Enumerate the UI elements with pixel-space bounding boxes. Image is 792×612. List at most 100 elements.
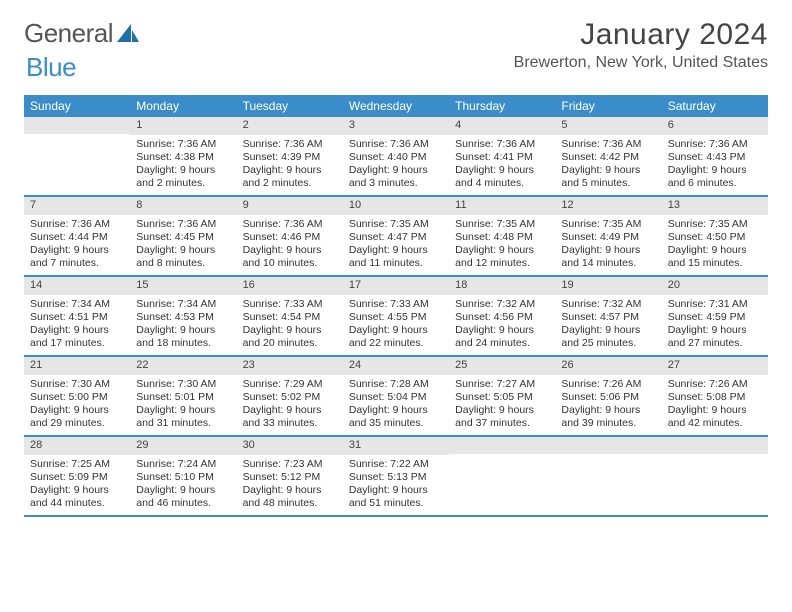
sunset-text: Sunset: 4:42 PM [561, 151, 655, 164]
sunset-text: Sunset: 4:54 PM [243, 311, 337, 324]
cell-body: Sunrise: 7:36 AMSunset: 4:45 PMDaylight:… [130, 215, 236, 275]
cell-body: Sunrise: 7:36 AMSunset: 4:40 PMDaylight:… [343, 135, 449, 195]
day-number: 31 [343, 437, 449, 455]
weekday-label: Saturday [662, 95, 768, 117]
logo: General [24, 18, 139, 49]
daylight-text: Daylight: 9 hours and 25 minutes. [561, 324, 655, 350]
calendar-cell: 17Sunrise: 7:33 AMSunset: 4:55 PMDayligh… [343, 277, 449, 355]
daylight-text: Daylight: 9 hours and 7 minutes. [30, 244, 124, 270]
day-number: 12 [555, 197, 661, 215]
calendar-cell [24, 117, 130, 195]
sunset-text: Sunset: 4:49 PM [561, 231, 655, 244]
sunset-text: Sunset: 4:41 PM [455, 151, 549, 164]
daylight-text: Daylight: 9 hours and 42 minutes. [668, 404, 762, 430]
sunset-text: Sunset: 5:01 PM [136, 391, 230, 404]
calendar-cell: 2Sunrise: 7:36 AMSunset: 4:39 PMDaylight… [237, 117, 343, 195]
daylight-text: Daylight: 9 hours and 27 minutes. [668, 324, 762, 350]
calendar-week: 28Sunrise: 7:25 AMSunset: 5:09 PMDayligh… [24, 437, 768, 517]
day-number: 20 [662, 277, 768, 295]
daylight-text: Daylight: 9 hours and 24 minutes. [455, 324, 549, 350]
day-number: 1 [130, 117, 236, 135]
daylight-text: Daylight: 9 hours and 6 minutes. [668, 164, 762, 190]
sunset-text: Sunset: 4:57 PM [561, 311, 655, 324]
day-number: 27 [662, 357, 768, 375]
daylight-text: Daylight: 9 hours and 51 minutes. [349, 484, 443, 510]
sunset-text: Sunset: 4:53 PM [136, 311, 230, 324]
day-number: 11 [449, 197, 555, 215]
day-number: 18 [449, 277, 555, 295]
sunset-text: Sunset: 4:55 PM [349, 311, 443, 324]
calendar-cell: 19Sunrise: 7:32 AMSunset: 4:57 PMDayligh… [555, 277, 661, 355]
day-number: 6 [662, 117, 768, 135]
month-title: January 2024 [514, 18, 768, 52]
sunset-text: Sunset: 4:56 PM [455, 311, 549, 324]
sunrise-text: Sunrise: 7:36 AM [668, 138, 762, 151]
calendar-cell: 15Sunrise: 7:34 AMSunset: 4:53 PMDayligh… [130, 277, 236, 355]
calendar: Sunday Monday Tuesday Wednesday Thursday… [24, 95, 768, 517]
weekday-label: Friday [555, 95, 661, 117]
sunset-text: Sunset: 5:00 PM [30, 391, 124, 404]
sunrise-text: Sunrise: 7:30 AM [30, 378, 124, 391]
calendar-cell: 10Sunrise: 7:35 AMSunset: 4:47 PMDayligh… [343, 197, 449, 275]
cell-body: Sunrise: 7:35 AMSunset: 4:50 PMDaylight:… [662, 215, 768, 275]
cell-body: Sunrise: 7:36 AMSunset: 4:44 PMDaylight:… [24, 215, 130, 275]
calendar-cell: 28Sunrise: 7:25 AMSunset: 5:09 PMDayligh… [24, 437, 130, 515]
weekday-label: Wednesday [343, 95, 449, 117]
daylight-text: Daylight: 9 hours and 11 minutes. [349, 244, 443, 270]
weekday-label: Monday [130, 95, 236, 117]
calendar-cell: 8Sunrise: 7:36 AMSunset: 4:45 PMDaylight… [130, 197, 236, 275]
calendar-week: 21Sunrise: 7:30 AMSunset: 5:00 PMDayligh… [24, 357, 768, 437]
sunset-text: Sunset: 4:46 PM [243, 231, 337, 244]
sunrise-text: Sunrise: 7:32 AM [561, 298, 655, 311]
calendar-cell: 1Sunrise: 7:36 AMSunset: 4:38 PMDaylight… [130, 117, 236, 195]
cell-body [449, 454, 555, 461]
day-number: 26 [555, 357, 661, 375]
logo-text-2: Blue [26, 52, 76, 83]
logo-text-1: General [24, 18, 113, 49]
day-number: 3 [343, 117, 449, 135]
sunset-text: Sunset: 5:10 PM [136, 471, 230, 484]
daylight-text: Daylight: 9 hours and 46 minutes. [136, 484, 230, 510]
calendar-cell: 9Sunrise: 7:36 AMSunset: 4:46 PMDaylight… [237, 197, 343, 275]
calendar-week: 7Sunrise: 7:36 AMSunset: 4:44 PMDaylight… [24, 197, 768, 277]
sunrise-text: Sunrise: 7:36 AM [243, 218, 337, 231]
cell-body: Sunrise: 7:32 AMSunset: 4:57 PMDaylight:… [555, 295, 661, 355]
sunrise-text: Sunrise: 7:36 AM [243, 138, 337, 151]
day-number: 29 [130, 437, 236, 455]
sunrise-text: Sunrise: 7:36 AM [455, 138, 549, 151]
daylight-text: Daylight: 9 hours and 29 minutes. [30, 404, 124, 430]
day-number: 23 [237, 357, 343, 375]
cell-body [555, 454, 661, 461]
cell-body: Sunrise: 7:36 AMSunset: 4:43 PMDaylight:… [662, 135, 768, 195]
weekday-label: Thursday [449, 95, 555, 117]
calendar-cell [662, 437, 768, 515]
calendar-cell: 3Sunrise: 7:36 AMSunset: 4:40 PMDaylight… [343, 117, 449, 195]
sunrise-text: Sunrise: 7:33 AM [349, 298, 443, 311]
sunrise-text: Sunrise: 7:31 AM [668, 298, 762, 311]
daylight-text: Daylight: 9 hours and 12 minutes. [455, 244, 549, 270]
day-number: 25 [449, 357, 555, 375]
sunset-text: Sunset: 5:08 PM [668, 391, 762, 404]
sunrise-text: Sunrise: 7:28 AM [349, 378, 443, 391]
calendar-cell: 5Sunrise: 7:36 AMSunset: 4:42 PMDaylight… [555, 117, 661, 195]
title-block: January 2024 Brewerton, New York, United… [514, 18, 768, 72]
calendar-cell: 7Sunrise: 7:36 AMSunset: 4:44 PMDaylight… [24, 197, 130, 275]
cell-body: Sunrise: 7:27 AMSunset: 5:05 PMDaylight:… [449, 375, 555, 435]
cell-body: Sunrise: 7:33 AMSunset: 4:55 PMDaylight:… [343, 295, 449, 355]
calendar-cell: 22Sunrise: 7:30 AMSunset: 5:01 PMDayligh… [130, 357, 236, 435]
calendar-cell: 23Sunrise: 7:29 AMSunset: 5:02 PMDayligh… [237, 357, 343, 435]
daylight-text: Daylight: 9 hours and 2 minutes. [136, 164, 230, 190]
calendar-cell: 31Sunrise: 7:22 AMSunset: 5:13 PMDayligh… [343, 437, 449, 515]
daylight-text: Daylight: 9 hours and 22 minutes. [349, 324, 443, 350]
sunrise-text: Sunrise: 7:35 AM [668, 218, 762, 231]
sunset-text: Sunset: 4:50 PM [668, 231, 762, 244]
cell-body: Sunrise: 7:30 AMSunset: 5:01 PMDaylight:… [130, 375, 236, 435]
calendar-cell: 26Sunrise: 7:26 AMSunset: 5:06 PMDayligh… [555, 357, 661, 435]
sunrise-text: Sunrise: 7:36 AM [136, 138, 230, 151]
sunrise-text: Sunrise: 7:35 AM [561, 218, 655, 231]
daylight-text: Daylight: 9 hours and 5 minutes. [561, 164, 655, 190]
sunset-text: Sunset: 4:40 PM [349, 151, 443, 164]
calendar-cell: 14Sunrise: 7:34 AMSunset: 4:51 PMDayligh… [24, 277, 130, 355]
calendar-cell: 30Sunrise: 7:23 AMSunset: 5:12 PMDayligh… [237, 437, 343, 515]
calendar-cell [449, 437, 555, 515]
